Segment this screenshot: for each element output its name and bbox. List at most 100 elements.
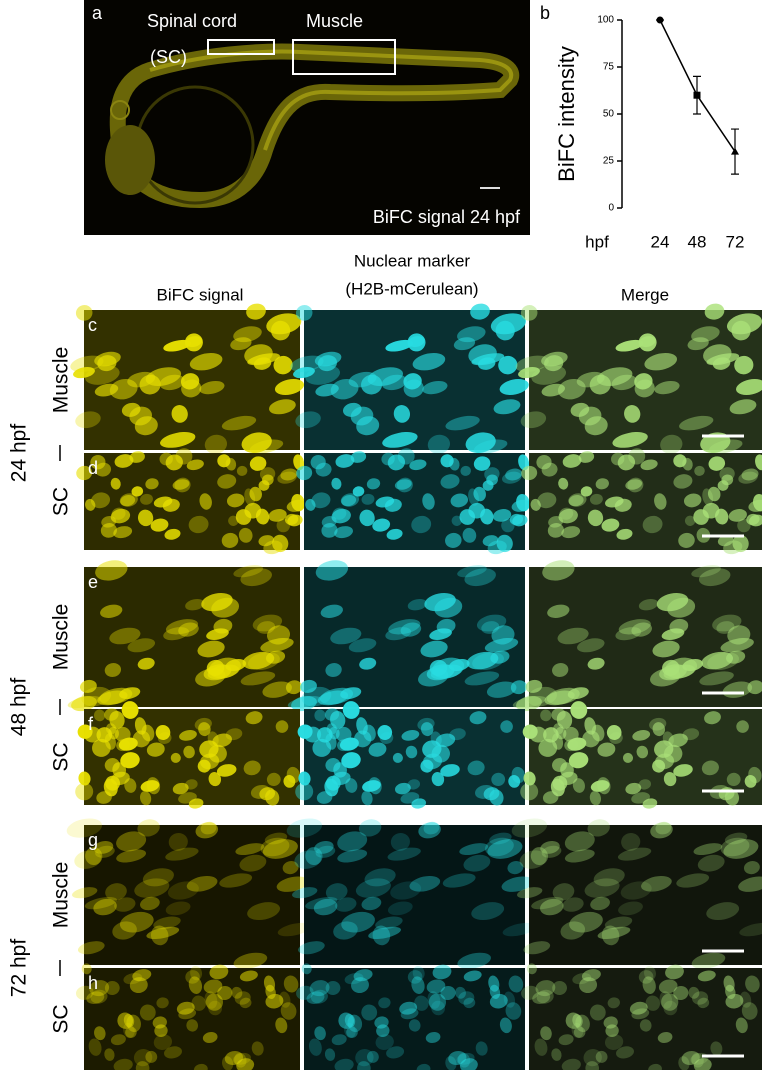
nucleus [114, 454, 134, 468]
nucleus [548, 516, 564, 528]
nucleus [85, 498, 96, 511]
nucleus [654, 380, 680, 395]
nucleus [350, 451, 367, 463]
nucleus [231, 986, 243, 999]
nucleus [140, 790, 152, 806]
nucleus [296, 465, 313, 481]
micrograph [290, 303, 529, 454]
nucleus [163, 627, 189, 641]
nucleus [583, 1048, 602, 1067]
nucleus [113, 526, 133, 539]
nucleus [508, 975, 524, 993]
nucleus [572, 972, 592, 985]
nucleus [495, 320, 515, 341]
nucleus [264, 832, 288, 845]
nucleus [199, 380, 225, 395]
nucleus [345, 778, 358, 793]
nucleus [211, 597, 240, 618]
nucleus [176, 1001, 195, 1015]
nucleus [353, 969, 373, 982]
nucleus [341, 911, 375, 933]
nucleus [199, 493, 212, 510]
nucleus [457, 952, 491, 969]
nucleus [409, 875, 441, 892]
panel-a-image [84, 0, 530, 235]
micrograph-bg [84, 567, 300, 707]
nucleus [407, 779, 421, 790]
nucleus [175, 448, 193, 465]
nucleus [578, 406, 602, 426]
nucleus [113, 1058, 133, 1070]
nucleus [617, 454, 636, 471]
nucleus [399, 1001, 418, 1015]
nucleus [632, 730, 651, 741]
nucleus [569, 911, 603, 933]
nucleus [93, 840, 114, 854]
nucleus [735, 1017, 748, 1034]
nucleus [459, 509, 476, 525]
nucleus [561, 1058, 581, 1070]
nucleus [317, 355, 338, 372]
nucleus [700, 432, 731, 453]
panel-a-text: Spinal cord [147, 11, 237, 31]
nucleus [459, 843, 489, 856]
nucleus [617, 847, 652, 861]
nucleus [100, 523, 117, 538]
nucleus [84, 896, 118, 910]
nucleus [397, 448, 415, 465]
nucleus [184, 779, 198, 790]
nucleus [292, 887, 318, 899]
nucleus [145, 478, 159, 490]
nucleus [422, 753, 443, 770]
nucleus [645, 995, 661, 1011]
nucleus [550, 778, 565, 797]
nucleus [530, 847, 549, 866]
nucleus [596, 367, 633, 386]
nucleus [698, 568, 731, 587]
nucleus [701, 651, 734, 670]
nucleus [471, 902, 505, 921]
nucleus [665, 964, 684, 980]
nucleus [153, 1034, 173, 1050]
nucleus [386, 528, 403, 540]
nucleus [593, 868, 625, 887]
nucleus [362, 780, 381, 792]
micrograph [76, 448, 306, 555]
point [656, 16, 664, 24]
nucleus [337, 739, 351, 752]
nucleus [160, 432, 196, 448]
nucleus [521, 465, 538, 481]
nucleus [687, 337, 709, 351]
nucleus [325, 663, 342, 677]
nucleus [265, 984, 276, 1000]
nucleus [552, 980, 567, 996]
row-label: Muscle [50, 347, 73, 414]
nucleus [249, 486, 262, 502]
nucleus [66, 818, 103, 838]
nucleus [403, 379, 424, 398]
nucleus [77, 724, 93, 739]
nucleus [401, 730, 420, 741]
nucleus [489, 832, 512, 845]
nucleus [564, 831, 595, 852]
nucleus [568, 494, 584, 507]
nucleus [268, 509, 287, 522]
group-label: 48 hpf [8, 678, 31, 737]
nucleus [431, 772, 445, 787]
nucleus [409, 459, 427, 471]
nucleus [293, 454, 305, 471]
y-tick-label: 25 [603, 156, 615, 167]
nucleus [423, 821, 440, 835]
nucleus [206, 659, 225, 676]
nucleus [203, 979, 223, 994]
nucleus [736, 720, 749, 733]
nucleus [512, 514, 528, 527]
nucleus [285, 680, 303, 695]
nucleus [358, 819, 382, 837]
nucleus [99, 687, 133, 705]
nucleus [179, 730, 197, 741]
micrograph [75, 963, 300, 1070]
nucleus [522, 724, 538, 739]
micrograph-bg [304, 825, 525, 965]
panel-letter: e [88, 572, 98, 592]
